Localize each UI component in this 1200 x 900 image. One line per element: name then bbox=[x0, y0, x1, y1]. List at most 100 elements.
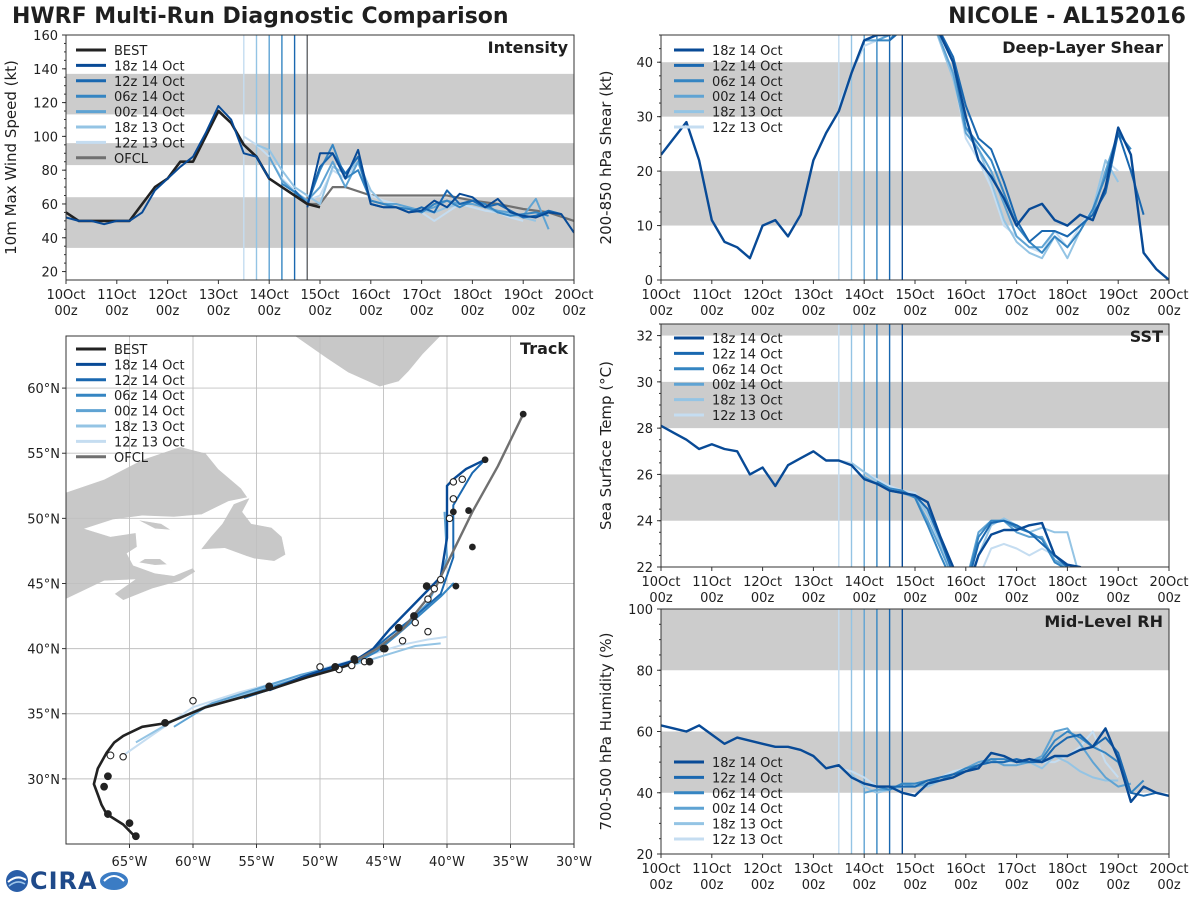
x-tick-label: 00z bbox=[903, 591, 927, 606]
x-tick-label: 65°W bbox=[112, 855, 148, 870]
best-track-point bbox=[106, 751, 115, 760]
y-tick-label: 160 bbox=[33, 29, 58, 44]
best-track-point bbox=[131, 832, 140, 841]
figure-title: HWRF Multi-Run Diagnostic Comparison bbox=[12, 4, 509, 29]
x-tick-label: 35°W bbox=[493, 855, 529, 870]
legend-label: 06z 14 Oct bbox=[114, 90, 185, 105]
x-tick-label: 00z bbox=[1157, 878, 1181, 893]
x-tick-label: 17Oct bbox=[402, 288, 441, 303]
panel-title: Track bbox=[520, 339, 568, 358]
legend-label: 18z 13 Oct bbox=[114, 121, 185, 136]
x-tick-label: 00z bbox=[359, 304, 383, 319]
best-track-point bbox=[365, 657, 374, 666]
y-tick-label: 20 bbox=[41, 266, 58, 281]
land-mass-2 bbox=[294, 336, 574, 388]
series-group bbox=[661, 424, 1082, 567]
x-tick-label: 00z bbox=[903, 878, 927, 893]
threshold-bands bbox=[661, 609, 1169, 793]
y-tick-label: 0 bbox=[645, 274, 653, 289]
legend-label: 18z 14 Oct bbox=[114, 358, 185, 373]
x-tick-label: 40°W bbox=[429, 855, 465, 870]
x-tick-label: 14Oct bbox=[845, 575, 884, 590]
y-tick-label: 140 bbox=[33, 63, 58, 78]
y-tick-label: 10 bbox=[636, 220, 653, 235]
legend-label: 18z 13 Oct bbox=[114, 420, 185, 435]
x-tick-label: 14Oct bbox=[845, 862, 884, 877]
y-axis: 20 40 60 80 100 bbox=[628, 603, 661, 863]
x-tick-label: 10Oct bbox=[641, 862, 680, 877]
y-tick-label: 100 bbox=[628, 603, 653, 618]
x-tick-label: 11Oct bbox=[97, 288, 136, 303]
x-tick-label: 10Oct bbox=[641, 288, 680, 303]
x-tick-label: 20Oct bbox=[1149, 862, 1188, 877]
sst-panel: 10Oct00z11Oct00z12Oct00z13Oct00z14Oct00z… bbox=[597, 323, 1189, 606]
x-tick-label: 30°W bbox=[556, 855, 592, 870]
init-time-lines bbox=[838, 609, 903, 854]
x-tick-label: 18Oct bbox=[453, 288, 492, 303]
x-tick-label: 12Oct bbox=[743, 575, 782, 590]
x-tick-label: 13Oct bbox=[794, 862, 833, 877]
ofcl-point bbox=[481, 456, 489, 464]
ofcl-point bbox=[449, 508, 457, 516]
x-tick-label: 00z bbox=[649, 591, 673, 606]
legend-label: 18z 14 Oct bbox=[114, 59, 185, 74]
panel-title: Mid-Level RH bbox=[1044, 612, 1163, 631]
forecast-point bbox=[449, 495, 458, 503]
x-axis: 10Oct00z11Oct00z12Oct00z13Oct00z14Oct00z… bbox=[641, 280, 1189, 319]
best-track-point bbox=[410, 612, 418, 620]
y-tick-label: 80 bbox=[41, 164, 58, 179]
x-tick-label: 00z bbox=[1005, 304, 1029, 319]
best-track-point bbox=[394, 623, 403, 632]
legend-label: 18z 14 Oct bbox=[712, 44, 783, 59]
forecast-point bbox=[398, 637, 407, 645]
legend-label: 00z 14 Oct bbox=[114, 106, 185, 121]
land-mass-3 bbox=[137, 558, 169, 566]
best-track-point bbox=[104, 772, 112, 781]
x-tick-label: 00z bbox=[649, 304, 673, 319]
x-tick-label: 19Oct bbox=[1099, 862, 1138, 877]
series-ofcl bbox=[307, 186, 574, 222]
x-tick-label: 15Oct bbox=[300, 288, 339, 303]
x-tick-label: 00z bbox=[1056, 878, 1080, 893]
x-axis: 10Oct00z11Oct00z12Oct00z13Oct00z14Oct00z… bbox=[641, 854, 1189, 893]
x-tick-label: 00z bbox=[1056, 591, 1080, 606]
x-tick-label: 45°W bbox=[366, 855, 402, 870]
x-tick-label: 18Oct bbox=[1048, 862, 1087, 877]
y-tick-label: 26 bbox=[636, 468, 653, 483]
x-tick-label: 12Oct bbox=[743, 288, 782, 303]
y-tick-label: 30 bbox=[636, 111, 653, 126]
track-ofcl bbox=[351, 413, 525, 664]
y-tick-label: 50°N bbox=[27, 512, 60, 527]
x-tick-label: 16Oct bbox=[351, 288, 390, 303]
series-group bbox=[661, 724, 1169, 804]
y-tick-label: 40 bbox=[636, 56, 653, 71]
forecast-point bbox=[424, 627, 432, 636]
y-tick-label: 40 bbox=[41, 232, 58, 247]
forecast-point bbox=[411, 618, 419, 627]
forecast-point bbox=[449, 478, 458, 486]
x-tick-label: 00z bbox=[1157, 591, 1181, 606]
legend-label: 12z 13 Oct bbox=[114, 136, 185, 151]
y-tick-label: 24 bbox=[636, 515, 653, 530]
legend-label: 12z 14 Oct bbox=[114, 374, 185, 389]
x-tick-label: 15Oct bbox=[895, 288, 934, 303]
series-group bbox=[66, 105, 574, 234]
legend-label: OFCL bbox=[114, 152, 149, 167]
x-tick-label: 00z bbox=[853, 304, 877, 319]
y-tick-label: 30 bbox=[636, 376, 653, 391]
x-tick-label: 00z bbox=[954, 878, 978, 893]
forecast-point bbox=[430, 584, 439, 593]
x-tick-label: 60°W bbox=[175, 855, 211, 870]
x-tick-label: 00z bbox=[105, 304, 129, 319]
series-00z-14-oct bbox=[268, 156, 550, 230]
x-tick-label: 00z bbox=[751, 591, 775, 606]
y-axis: 20 40 60 80 100 120 140 160 bbox=[33, 29, 66, 281]
x-tick-label: 13Oct bbox=[794, 575, 833, 590]
x-tick-label: 11Oct bbox=[692, 288, 731, 303]
x-tick-label: 15Oct bbox=[895, 575, 934, 590]
legend-label: 18z 14 Oct bbox=[712, 332, 783, 347]
